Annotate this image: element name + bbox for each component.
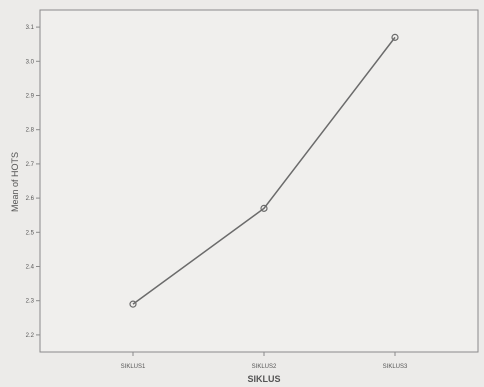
- x-axis: SIKLUS1 SIKLUS2 SIKLUS3: [121, 352, 408, 370]
- y-tick-label: 3.0: [26, 59, 35, 65]
- x-axis-label: SIKLUS: [247, 374, 280, 384]
- y-tick-label: 2.5: [26, 230, 35, 236]
- x-tick-label: SIKLUS1: [121, 364, 146, 370]
- series-layer: [129, 33, 399, 308]
- series-line: [132, 36, 396, 305]
- y-tick-label: 2.9: [26, 94, 35, 100]
- x-tick-label: SIKLUS3: [383, 364, 408, 370]
- y-tick-label: 3.1: [26, 25, 35, 31]
- y-tick-label: 2.2: [26, 333, 35, 339]
- data-point-siklus3: [391, 33, 399, 41]
- data-point-siklus2: [260, 204, 268, 212]
- y-tick-label: 2.4: [26, 265, 35, 271]
- y-tick-label: 2.8: [26, 128, 35, 134]
- data-point-siklus1: [129, 300, 137, 308]
- y-tick-label: 2.7: [26, 162, 35, 168]
- y-axis: 2.2 2.3 2.4 2.5 2.6 2.7 2.8 2.9 3.0 3.1: [26, 25, 40, 339]
- x-tick-label: SIKLUS2: [252, 364, 277, 370]
- plot-area: [39, 9, 479, 353]
- y-tick-label: 2.6: [26, 196, 35, 202]
- y-tick-label: 2.3: [26, 299, 35, 305]
- y-axis-label: Mean of HOTS: [10, 152, 20, 212]
